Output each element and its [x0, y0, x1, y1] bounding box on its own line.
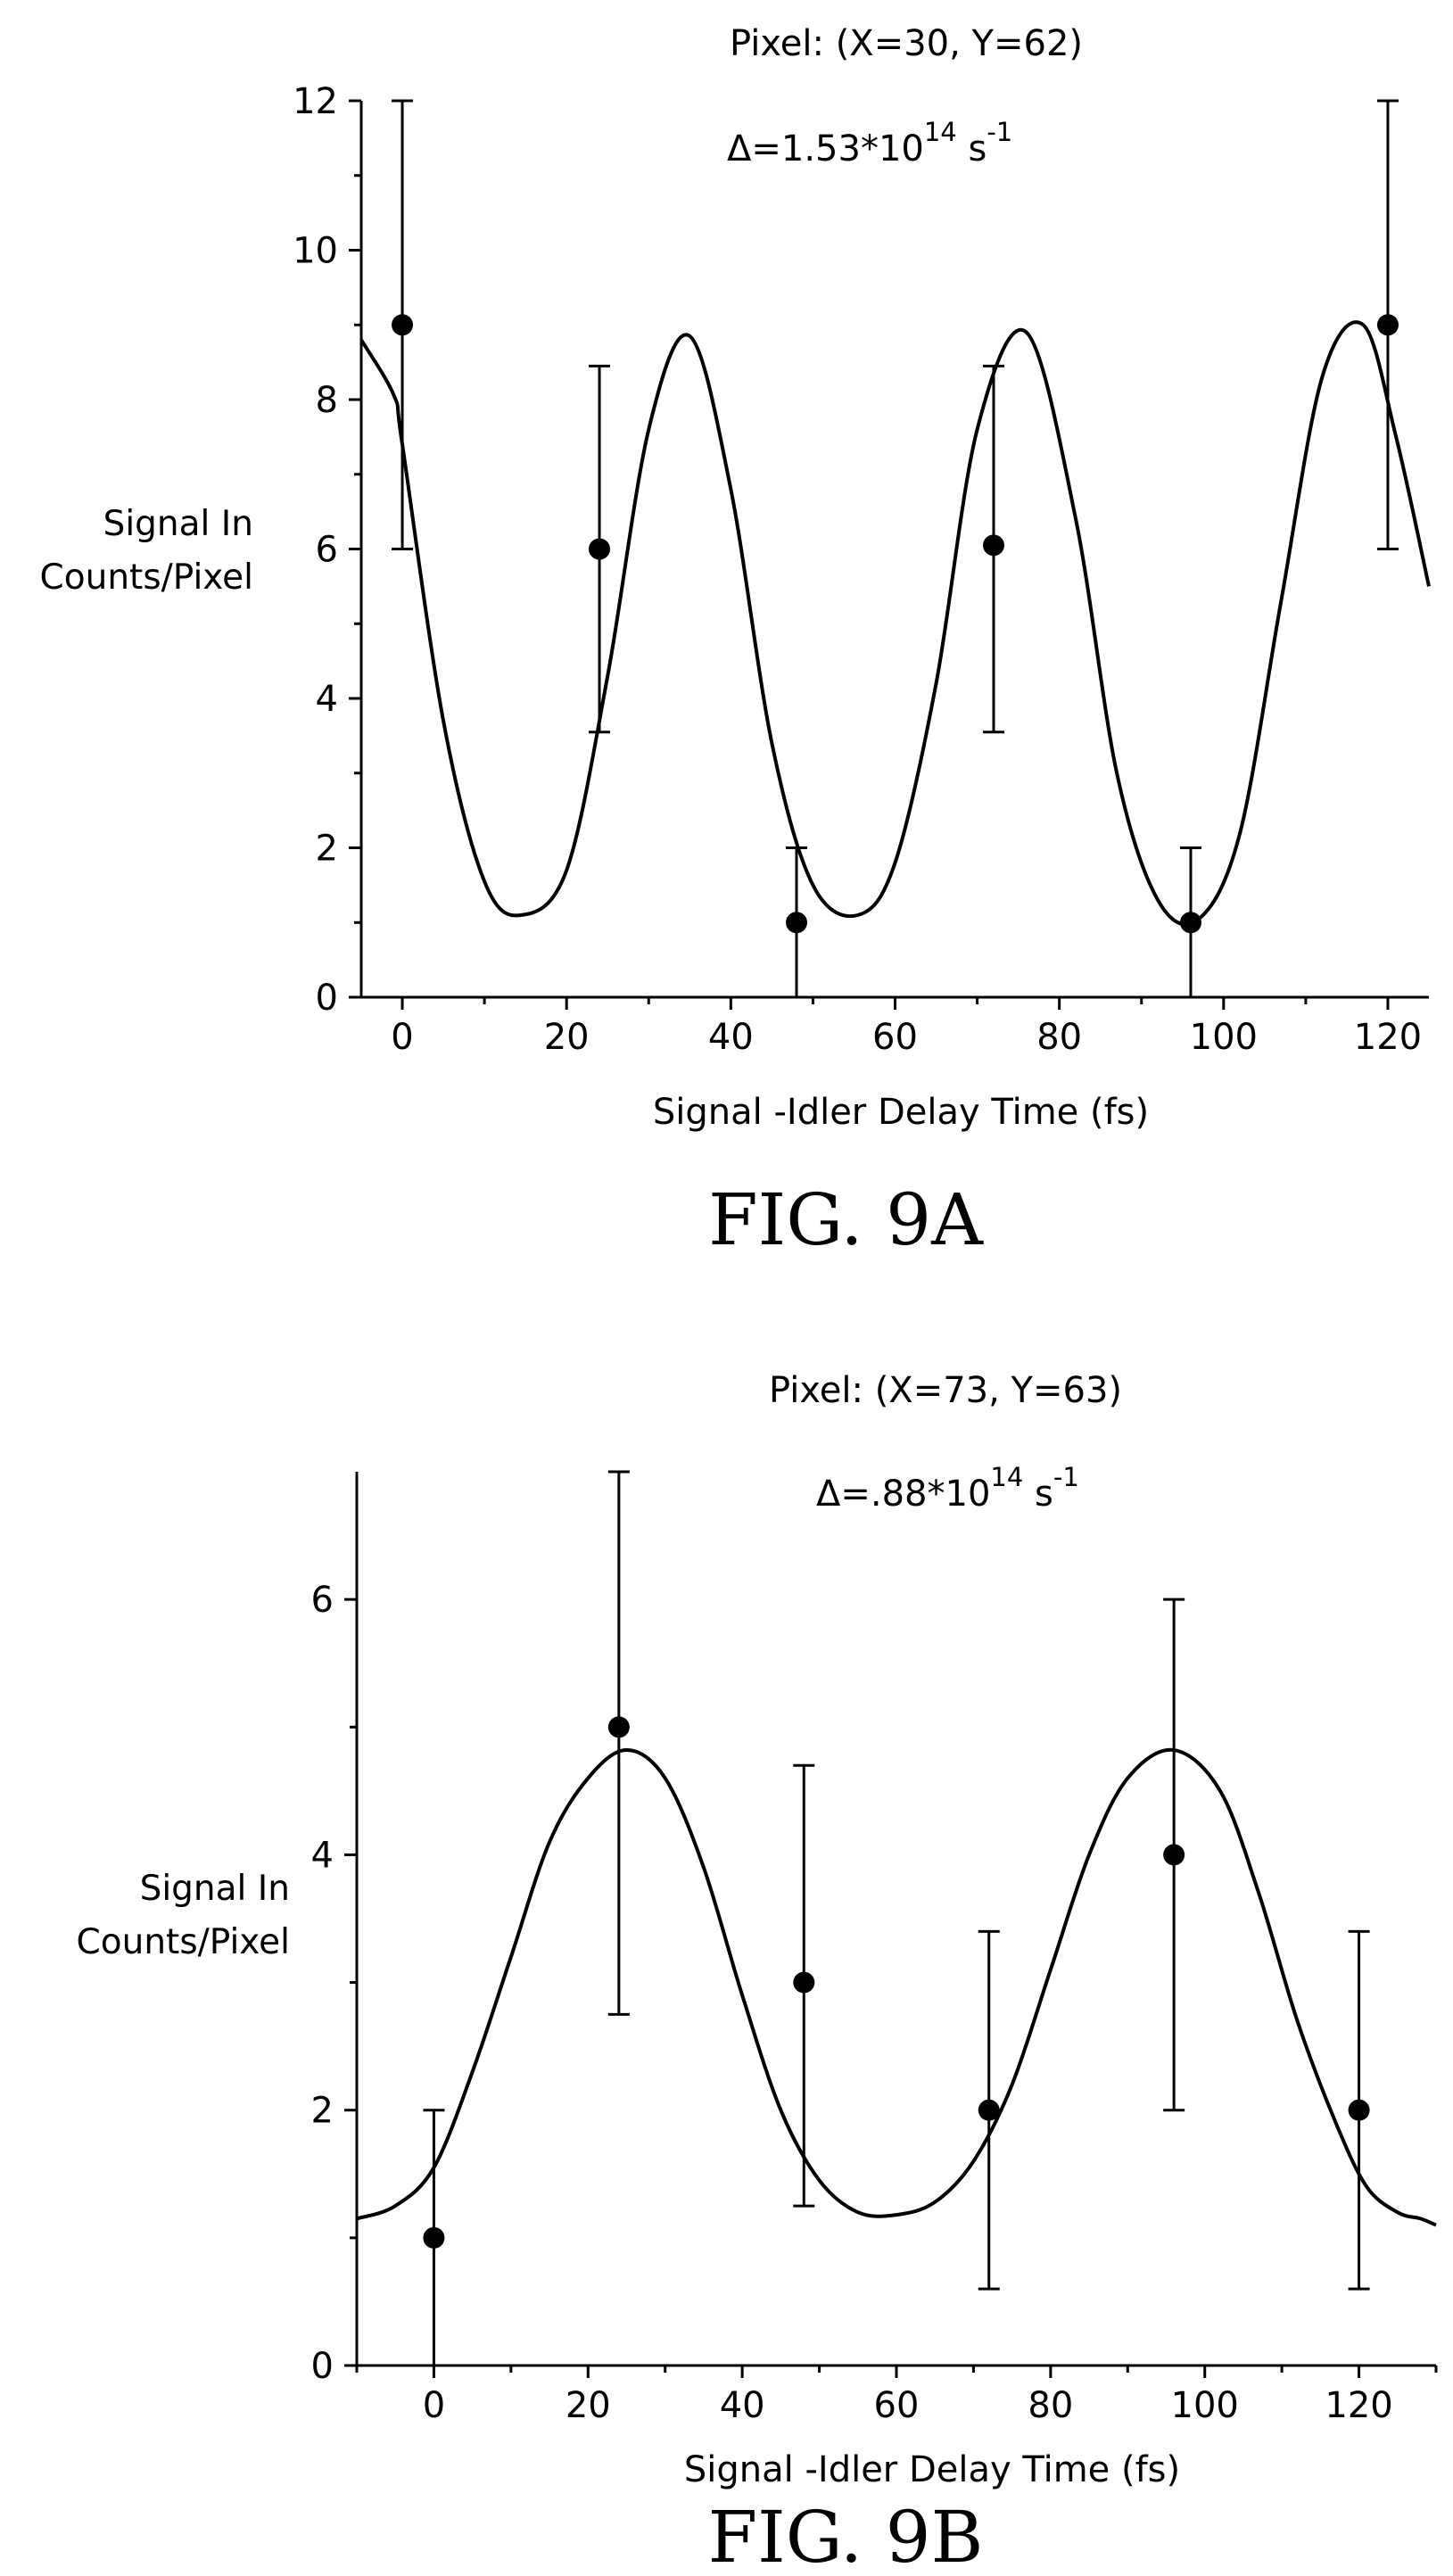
chart-a-ytick-label: 6: [316, 530, 338, 571]
chart-a-data-point: [1179, 912, 1201, 934]
chart-b-xtick-label: 60: [874, 2385, 920, 2426]
chart-b-xtick-label: 0: [423, 2385, 445, 2426]
chart-b-data-point: [1348, 2099, 1370, 2121]
chart-a-xtick-label: 20: [544, 1017, 590, 1058]
chart-a-delta-annotation: Δ=1.53*1014 s-1: [727, 117, 1012, 169]
chart-a-xtick-label: 100: [1190, 1017, 1258, 1058]
chart-b-ytick-label: 2: [311, 2091, 334, 2132]
chart-a-xtick-label: 40: [708, 1017, 754, 1058]
chart-a-ylabel-line1: Signal In: [103, 504, 253, 544]
chart-a-xtick-label: 60: [872, 1017, 918, 1058]
chart-a-pixel-annotation: Pixel: (X=30, Y=62): [730, 23, 1083, 64]
chart-b-figure-label: FIG. 9B: [708, 2496, 984, 2576]
chart-b-data-point: [793, 1971, 815, 1994]
chart-a-data-point: [1376, 314, 1399, 336]
chart-b-data-point: [423, 2226, 445, 2249]
chart-a-xtick-label: 0: [391, 1017, 413, 1058]
chart-a-fit-curve: [359, 320, 1431, 927]
chart-a-ytick-label: 0: [316, 978, 338, 1019]
chart-b-delta-annotation: Δ=.88*1014 s-1: [816, 1462, 1079, 1515]
chart-b-pixel-annotation: Pixel: (X=73, Y=63): [769, 1370, 1122, 1411]
chart-b-ylabel-line2: Counts/Pixel: [77, 1922, 290, 1962]
chart-b-fit-curve: [356, 1747, 1437, 2227]
chart-b-xtick-label: 120: [1325, 2385, 1392, 2426]
chart-a-ytick-label: 10: [293, 231, 338, 272]
chart-a-data-point: [392, 314, 414, 336]
chart-b-xtick-label: 40: [720, 2385, 765, 2426]
chart-a-ytick-label: 2: [316, 829, 338, 870]
chart-b-xtick-label: 100: [1171, 2385, 1239, 2426]
chart-a-xtick-label: 80: [1036, 1017, 1082, 1058]
chart-b-data-point: [978, 2099, 1000, 2121]
chart-b-ytick-label: 0: [311, 2346, 334, 2387]
chart-a-xtick-label: 120: [1354, 1017, 1422, 1058]
chart-a-ytick-label: 8: [316, 380, 338, 421]
chart-b-ytick-label: 6: [311, 1580, 334, 1621]
chart-b-data-point: [607, 1716, 630, 1738]
chart-b-xlabel: Signal -Idler Delay Time (fs): [684, 2449, 1180, 2490]
chart-a-data-point: [589, 538, 611, 560]
chart-a-xlabel: Signal -Idler Delay Time (fs): [653, 1092, 1149, 1133]
chart-a-figure-label: FIG. 9A: [708, 1178, 984, 1261]
chart-b-xtick-label: 20: [566, 2385, 611, 2426]
chart-a-ylabel-line2: Counts/Pixel: [40, 557, 253, 598]
chart-b-ylabel-line1: Signal In: [140, 1869, 290, 1909]
chart-b-xtick-label: 80: [1028, 2385, 1073, 2426]
chart-a-ytick-label: 4: [316, 679, 338, 720]
chart-b-ytick-label: 4: [311, 1835, 334, 1876]
chart-b-data-point: [1163, 1844, 1185, 1866]
chart-a-data-point: [786, 912, 808, 934]
chart-a-ytick-label: 12: [293, 81, 338, 122]
chart-a-data-point: [982, 534, 1004, 557]
